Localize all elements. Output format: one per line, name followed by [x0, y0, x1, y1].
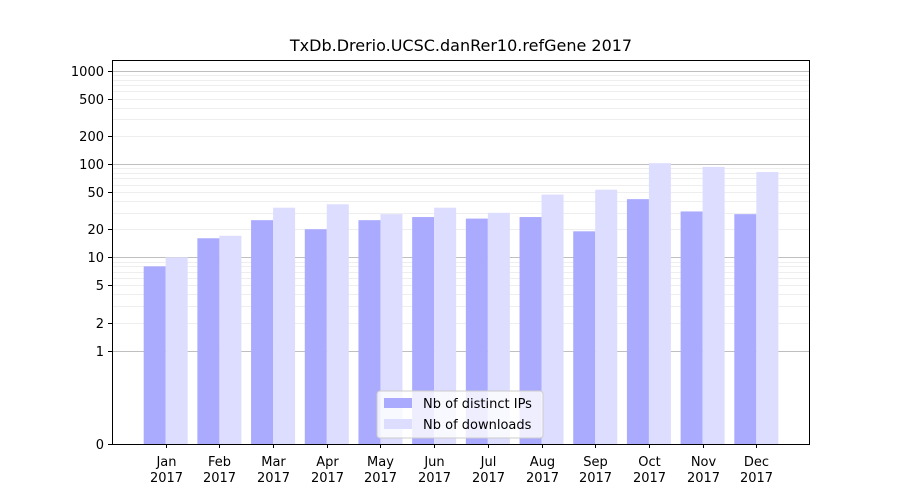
bar-distinct-ips-may — [358, 220, 381, 444]
y-axis: 0 1 2 5 10 20 50 100 200 500 1000 — [71, 65, 112, 453]
bar-distinct-ips-mar — [251, 220, 274, 444]
y-tick-label: 100 — [79, 158, 104, 173]
y-tick-label: 50 — [87, 186, 104, 201]
bar-downloads-mar — [273, 207, 296, 444]
x-tick-label-month: May — [367, 455, 394, 470]
bar-distinct-ips-aug — [519, 217, 542, 444]
bar-downloads-apr — [326, 204, 349, 444]
x-tick-label-month: Aug — [530, 455, 555, 470]
x-tick-label-year: 2017 — [526, 471, 559, 486]
bar-distinct-ips-feb — [197, 238, 220, 444]
bar-downloads-nov — [702, 166, 725, 445]
x-tick-label-year: 2017 — [311, 471, 344, 486]
bar-distinct-ips-jan — [143, 266, 166, 444]
y-tick-label: 20 — [87, 223, 104, 238]
legend-label-distinct-ips: Nb of distinct IPs — [423, 397, 532, 412]
x-tick-label-year: 2017 — [472, 471, 505, 486]
x-tick-label-month: Jul — [480, 455, 497, 470]
bar-distinct-ips-sep — [573, 231, 596, 444]
y-tick-label: 5 — [96, 279, 104, 294]
y-tick-label: 500 — [79, 93, 104, 108]
x-tick-label-month: Apr — [316, 455, 339, 470]
bar-downloads-feb — [219, 235, 242, 444]
y-tick-label: 1000 — [71, 65, 104, 80]
bar-downloads-may — [380, 214, 403, 444]
x-tick-label-year: 2017 — [418, 471, 451, 486]
y-tick-label: 0 — [96, 438, 104, 453]
x-axis: Jan2017Feb2017Mar2017Apr2017May2017Jun20… — [150, 444, 773, 486]
legend: Nb of distinct IPs Nb of downloads — [376, 390, 544, 439]
bar-distinct-ips-nov — [680, 211, 703, 444]
x-tick-label-year: 2017 — [150, 471, 183, 486]
legend-box — [376, 390, 544, 439]
bar-downloads-jul — [487, 212, 510, 444]
bar-downloads-oct — [648, 163, 671, 444]
legend-label-downloads: Nb of downloads — [423, 418, 532, 433]
x-tick-label-month: Nov — [691, 455, 717, 470]
x-tick-label-year: 2017 — [257, 471, 290, 486]
x-tick-label-year: 2017 — [203, 471, 236, 486]
y-tick-label: 10 — [87, 251, 104, 266]
x-tick-label-month: Dec — [744, 455, 769, 470]
bar-distinct-ips-jul — [465, 218, 488, 444]
legend-swatch-distinct-ips — [384, 398, 412, 408]
x-tick-label-year: 2017 — [364, 471, 397, 486]
bar-downloads-aug — [541, 194, 564, 444]
x-tick-label-month: Feb — [208, 455, 231, 470]
y-tick-label: 200 — [79, 130, 104, 145]
legend-swatch-downloads — [384, 419, 412, 429]
x-tick-label-month: Jan — [155, 455, 176, 470]
bar-downloads-sep — [595, 189, 618, 444]
x-tick-label-month: Jun — [423, 455, 444, 470]
x-tick-label-year: 2017 — [687, 471, 720, 486]
y-tick-label: 1 — [96, 345, 104, 360]
bar-downloads-dec — [756, 172, 779, 444]
bar-downloads-jun — [434, 207, 457, 444]
bar-distinct-ips-jun — [412, 217, 435, 444]
x-tick-label-month: Sep — [583, 455, 608, 470]
chart-title: TxDb.Drerio.UCSC.danRer10.refGene 2017 — [289, 36, 632, 55]
x-tick-label-month: Mar — [261, 455, 286, 470]
bar-downloads-jan — [165, 257, 188, 444]
x-tick-label-month: Oct — [638, 455, 660, 470]
x-tick-label-year: 2017 — [579, 471, 612, 486]
y-tick-label: 2 — [96, 317, 104, 332]
bar-distinct-ips-oct — [626, 199, 649, 444]
x-tick-label-year: 2017 — [633, 471, 666, 486]
bar-distinct-ips-apr — [304, 229, 327, 444]
bar-distinct-ips-dec — [734, 214, 757, 444]
x-tick-label-year: 2017 — [740, 471, 773, 486]
plot-frame — [112, 60, 810, 445]
bars — [143, 163, 779, 445]
